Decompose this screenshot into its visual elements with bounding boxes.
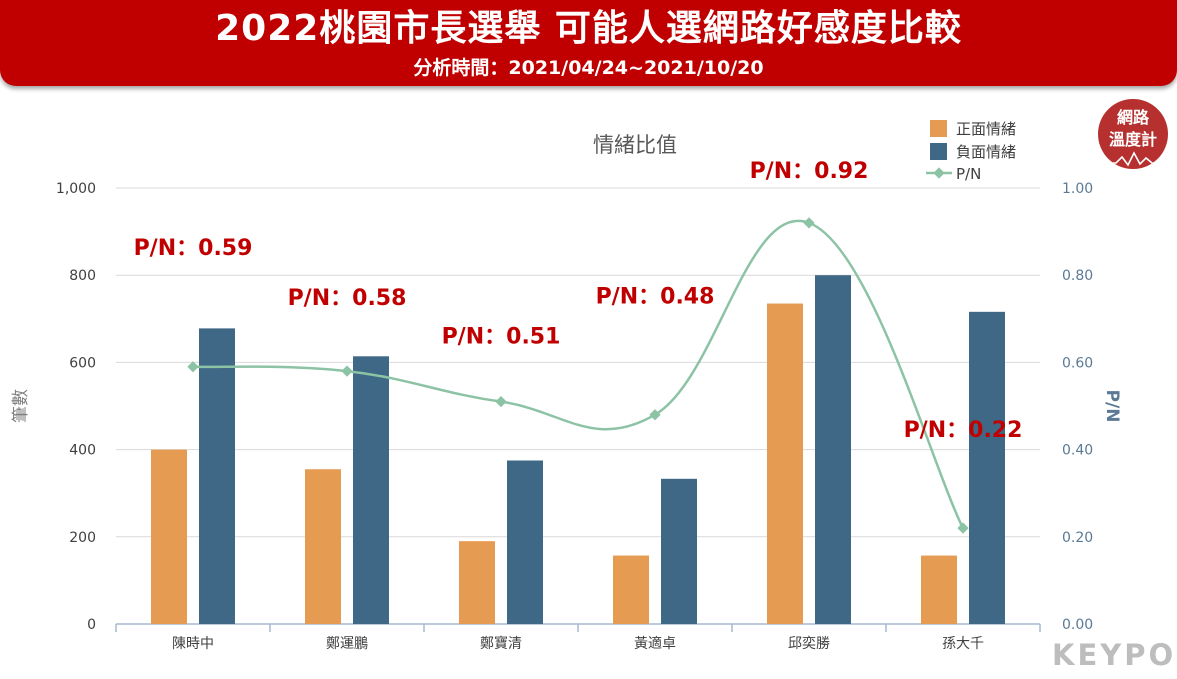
bar-positive — [921, 555, 957, 624]
bar-negative — [507, 460, 543, 624]
badge-line-2: 溫度計 — [1108, 130, 1157, 149]
keypo-logo-text: KEYPO — [1052, 638, 1177, 672]
pn-point — [341, 365, 353, 377]
bar-negative — [199, 328, 235, 624]
legend-swatch-negative — [930, 143, 947, 160]
y2-tick-label: 0.80 — [1062, 268, 1093, 284]
bar-positive — [613, 555, 649, 624]
pulse-icon — [1098, 151, 1168, 167]
legend-label-negative: 負面情緒 — [956, 143, 1016, 161]
x-tick-label: 陳時中 — [172, 636, 214, 652]
x-tick-label: 邱奕勝 — [788, 636, 830, 652]
y2-tick-label: 0.20 — [1062, 530, 1093, 546]
pn-annotation: P/N：0.58 — [288, 286, 407, 311]
bar-positive — [305, 469, 341, 624]
title-banner: 2022桃園市長選舉 可能人選網路好感度比較 分析時間：2021/04/24~2… — [0, 0, 1177, 86]
chart-title: 情緒比值 — [593, 133, 677, 157]
legend-swatch-positive — [930, 120, 947, 137]
x-tick-label: 鄭寶清 — [480, 636, 522, 652]
bar-negative — [969, 311, 1005, 624]
y-axis-title: 筆數 — [11, 389, 31, 423]
bar-negative — [353, 356, 389, 624]
x-tick-label: 鄭運鵬 — [326, 636, 368, 652]
pn-point — [957, 522, 969, 534]
pn-annotation: P/N：0.92 — [750, 159, 869, 184]
y-tick-label: 1,000 — [56, 181, 96, 197]
bar-positive — [767, 303, 803, 624]
bar-positive — [459, 541, 495, 624]
pn-annotation: P/N：0.22 — [904, 418, 1023, 443]
y-tick-label: 600 — [69, 355, 96, 371]
y-tick-label: 0 — [87, 617, 96, 633]
x-tick-label: 黃適卓 — [634, 635, 676, 652]
y2-tick-label: 1.00 — [1062, 181, 1093, 197]
y2-tick-label: 0.60 — [1062, 355, 1093, 371]
pn-point — [649, 409, 661, 421]
pn-point — [187, 361, 199, 373]
pn-annotation: P/N：0.48 — [596, 285, 715, 310]
page-title: 2022桃園市長選舉 可能人選網路好感度比較 — [215, 8, 962, 49]
y2-tick-label: 0.00 — [1062, 617, 1093, 633]
legend-marker-pn — [933, 167, 945, 179]
analysis-period: 分析時間：2021/04/24~2021/10/20 — [413, 57, 764, 79]
badge-line-1: 網路 — [1116, 108, 1149, 127]
net-thermometer-badge: 網路 溫度計 — [1098, 99, 1168, 169]
bar-negative — [815, 275, 851, 624]
bar-negative — [661, 478, 697, 624]
pn-annotation: P/N：0.51 — [442, 325, 561, 350]
y-tick-label: 200 — [69, 530, 96, 546]
legend-label-positive: 正面情緒 — [956, 120, 1016, 138]
pn-point — [495, 395, 507, 408]
legend-label-pn: P/N — [956, 165, 981, 183]
y-tick-label: 400 — [69, 443, 96, 459]
y-tick-label: 800 — [69, 268, 96, 284]
pn-annotation: P/N：0.59 — [134, 236, 253, 261]
y2-tick-label: 0.40 — [1062, 443, 1093, 459]
keypo-logo: KEYPO — [1052, 638, 1173, 672]
pn-point — [803, 217, 815, 229]
bar-positive — [151, 449, 187, 624]
x-tick-label: 孫大千 — [942, 636, 984, 652]
y2-axis-title: P/N — [1102, 390, 1122, 423]
